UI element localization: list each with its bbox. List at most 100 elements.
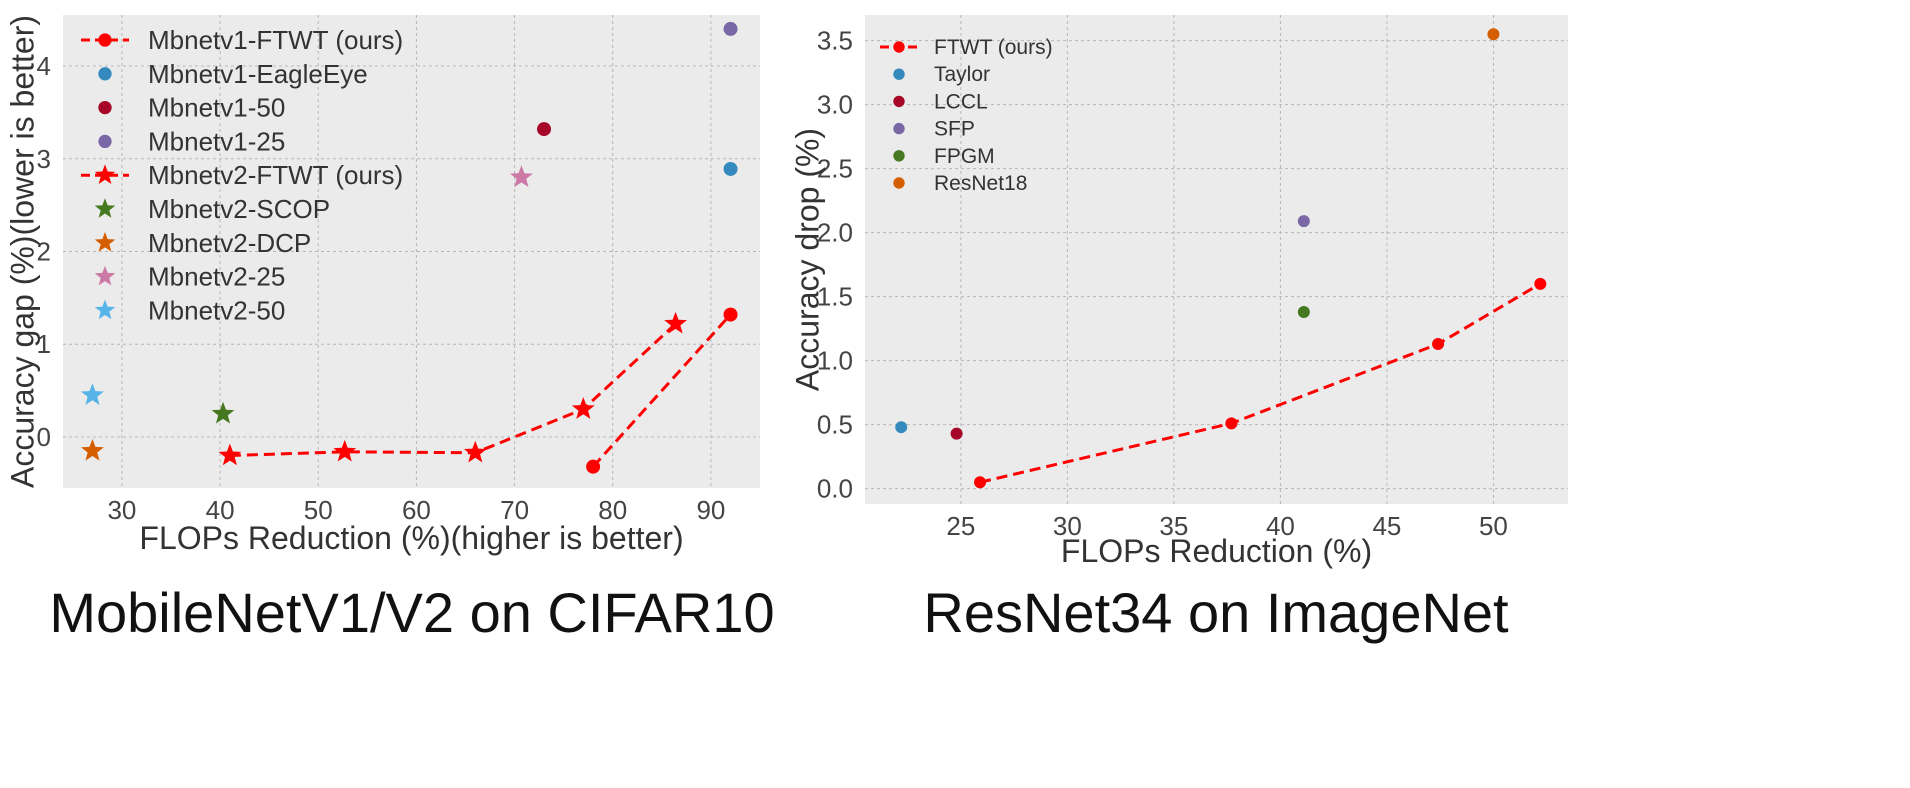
y-tick-label: 3: [37, 144, 51, 174]
data-point: [537, 122, 552, 137]
x-tick-label: 25: [946, 511, 975, 541]
data-point: [571, 397, 595, 419]
grid: [63, 15, 760, 488]
legend-item: LCCL: [893, 90, 988, 113]
y-axis-ticks: 0 1 2 3 4: [37, 51, 51, 452]
data-point: [1487, 28, 1500, 41]
plot-area: [865, 15, 1568, 504]
legend-marker: [893, 41, 905, 53]
data-point: [950, 427, 963, 440]
series-line: [979, 282, 1542, 484]
data-point: [586, 459, 601, 474]
x-tick-label: 30: [1053, 511, 1082, 541]
legend-marker: [98, 67, 112, 81]
y-tick-label: 0.0: [817, 474, 853, 504]
series: [81, 438, 104, 461]
chart-caption: MobileNetV1/V2 on CIFAR10: [49, 581, 774, 644]
series: [1297, 215, 1310, 228]
legend: FTWT (ours) Taylor LCCL SFP FPGM ResNet18: [880, 36, 1053, 195]
data-point: [81, 383, 104, 405]
legend-marker: [893, 150, 905, 162]
legend-label: LCCL: [934, 90, 988, 113]
legend-marker: [94, 164, 116, 184]
legend-marker: [94, 198, 116, 218]
series: [1487, 28, 1500, 41]
data-point: [664, 311, 687, 334]
legend-marker: [893, 122, 905, 135]
x-tick-label: 70: [500, 495, 529, 525]
legend-label: Mbnetv2-FTWT (ours): [148, 160, 403, 190]
y-tick-label: 1.5: [817, 282, 853, 312]
series-group: [81, 21, 738, 474]
legend-label: Mbnetv2-SCOP: [148, 194, 330, 224]
legend-label: SFP: [934, 118, 975, 141]
legend-item: Mbnetv1-EagleEye: [98, 59, 368, 89]
data-point: [974, 476, 987, 489]
legend-marker: [94, 232, 116, 252]
chart-mobilenet-cifar10: 30 40 50 60 70 80 90 0 1 2 3 4 Mbnetv1-FTWT (ours)…: [4, 15, 774, 644]
legend-label: ResNet18: [934, 172, 1027, 195]
y-tick-label: 3.0: [817, 90, 853, 120]
legend-marker: [98, 134, 112, 149]
legend-label: Mbnetv1-50: [148, 93, 285, 123]
x-axis-label: FLOPs Reduction (%): [1061, 533, 1372, 569]
x-tick-label: 50: [304, 495, 333, 525]
data-point: [510, 165, 533, 188]
chart-caption: ResNet34 on ImageNet: [923, 581, 1509, 644]
legend-marker: [94, 265, 116, 286]
legend-label: Mbnetv1-FTWT (ours): [148, 25, 403, 55]
legend-item: Mbnetv1-50: [98, 93, 285, 123]
series: [895, 421, 908, 434]
series-line: [591, 313, 732, 468]
legend-item: Taylor: [893, 63, 990, 86]
legend-label: FTWT (ours): [934, 36, 1053, 59]
y-tick-label: 2.5: [817, 154, 853, 184]
data-point: [723, 307, 738, 322]
x-tick-label: 35: [1159, 511, 1188, 541]
x-axis-label: FLOPs Reduction (%)(higher is better): [139, 520, 683, 556]
legend-marker: [98, 100, 112, 115]
legend-item: Mbnetv1-FTWT (ours): [81, 25, 403, 55]
legend-item: FPGM: [893, 145, 995, 168]
x-tick-label: 30: [107, 495, 136, 525]
series: [723, 21, 738, 36]
legend: Mbnetv1-FTWT (ours) Mbnetv1-EagleEye Mbnet…: [81, 25, 403, 325]
legend-item: Mbnetv2-SCOP: [94, 194, 330, 224]
x-axis-ticks: 25 30 35 40 45 50: [946, 511, 1507, 541]
x-tick-label: 40: [206, 495, 235, 525]
data-point: [81, 438, 104, 461]
legend-item: FTWT (ours): [880, 36, 1053, 59]
legend-marker: [98, 33, 112, 47]
y-tick-label: 1.0: [817, 346, 853, 376]
legend-item: Mbnetv2-FTWT (ours): [81, 160, 403, 190]
y-tick-label: 0.5: [817, 410, 853, 440]
y-axis-label: Accuracy drop (%): [789, 128, 825, 391]
series: [211, 401, 235, 424]
legend-marker: [893, 68, 905, 80]
data-point: [1297, 215, 1310, 228]
legend-item: Mbnetv2-50: [94, 295, 285, 325]
data-point: [1297, 305, 1310, 318]
series-group: [895, 28, 1547, 489]
x-tick-label: 50: [1479, 511, 1508, 541]
series: [1297, 305, 1310, 318]
series: [723, 161, 738, 176]
data-point: [723, 161, 738, 176]
legend-item: Mbnetv2-25: [94, 262, 285, 292]
x-tick-label: 90: [696, 495, 725, 525]
legend-marker: [893, 177, 905, 189]
series: [586, 307, 738, 474]
legend-label: Mbnetv1-EagleEye: [148, 59, 368, 89]
legend-item: Mbnetv2-DCP: [94, 228, 311, 258]
data-point: [218, 443, 242, 466]
data-point: [463, 440, 487, 463]
x-tick-label: 45: [1372, 511, 1401, 541]
y-tick-label: 2.0: [817, 218, 853, 248]
data-point: [1534, 277, 1547, 290]
data-point: [1225, 417, 1238, 430]
series: [537, 122, 552, 137]
data-point: [333, 439, 357, 462]
x-tick-label: 40: [1266, 511, 1295, 541]
series: [510, 165, 533, 188]
